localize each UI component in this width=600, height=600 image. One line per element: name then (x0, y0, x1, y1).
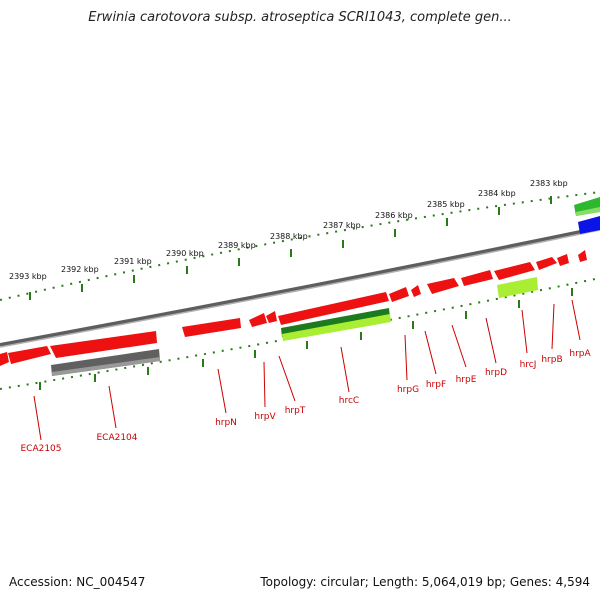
accession-label: Accession: NC_004547 (9, 575, 146, 589)
feature-blue (578, 216, 600, 234)
gene-arrow (278, 292, 389, 325)
scale-tick-label: 2391 kbp (114, 257, 152, 266)
gene-arrow (0, 352, 9, 366)
scale-tick-label: 2392 kbp (61, 265, 99, 274)
gene-leader-line (571, 299, 581, 341)
gene-leader-line (451, 324, 467, 368)
gene-leader-line (404, 334, 408, 381)
scale-tick-label: 2389 kbp (218, 241, 256, 250)
gene-label: hrpE (456, 375, 477, 385)
gene-arrow (578, 250, 587, 262)
genes-lower-row (0, 292, 389, 366)
feature-green-small (497, 277, 538, 298)
gene-arrow (266, 311, 277, 323)
gene-leader-line (108, 385, 117, 429)
genes-upper-row (389, 250, 587, 302)
gene-arrow (494, 262, 535, 280)
topology-summary: Topology: circular; Length: 5,064,019 bp… (260, 575, 590, 589)
gene-arrow (411, 285, 421, 297)
gene-label: ECA2104 (96, 433, 137, 443)
gene-label: hrpG (397, 385, 419, 395)
gene-arrow (461, 270, 493, 286)
map-title: Erwinia carotovora subsp. atroseptica SC… (88, 10, 512, 25)
gene-arrow (50, 331, 157, 358)
gene-leader-line (217, 368, 227, 414)
scale-tick-label: 2386 kbp (375, 211, 413, 220)
genome-backbone-highlight (0, 229, 600, 348)
gene-arrow (557, 254, 569, 266)
gene-label: hrcJ (520, 360, 537, 370)
gene-labels: ECA2105 ECA2104 hrpN hrpV hrpT hrcC hrpG hrpF hr… (20, 299, 591, 454)
gene-label: hrpF (426, 380, 446, 390)
feature-green-hrc (281, 308, 391, 341)
scale-ticks (29, 196, 552, 300)
scale-tick-label: 2388 kbp (270, 232, 308, 241)
gene-arrow (536, 257, 557, 270)
gene-leader-line (278, 355, 296, 402)
gene-leader-line (521, 309, 528, 354)
outer-scale-track (0, 191, 600, 301)
scale-tick-label: 2393 kbp (9, 272, 47, 281)
inner-ticks (39, 288, 573, 390)
scale-tick-label: 2387 kbp (323, 221, 361, 230)
gene-arrow (182, 318, 241, 337)
gene-leader-line (33, 395, 42, 441)
gene-leader-line (485, 317, 497, 364)
scale-tick-label: 2383 kbp (530, 179, 568, 188)
gene-arrow (249, 313, 267, 327)
gene-leader-line (551, 303, 555, 350)
gene-arrow (8, 346, 51, 364)
genome-backbone (0, 226, 600, 347)
gene-arrow (389, 287, 409, 302)
gene-leader-line (424, 330, 437, 375)
feature-green-top (574, 197, 600, 216)
gene-label: ECA2105 (20, 444, 61, 454)
gene-label: hrpN (215, 418, 237, 428)
scale-tick-label: 2390 kbp (166, 249, 204, 258)
scale-tick-label: 2385 kbp (427, 200, 465, 209)
feature-gray (51, 349, 160, 376)
gene-leader-line (340, 346, 350, 393)
gene-label: hrpT (285, 406, 306, 416)
gene-leader-line (263, 361, 266, 408)
gene-label: hrpB (541, 355, 562, 365)
gene-label: hrpA (569, 349, 591, 359)
scale-tick-label: 2384 kbp (478, 189, 516, 198)
scale-labels: 2393 kbp 2392 kbp 2391 kbp 2390 kbp 2389 kbp… (9, 179, 568, 281)
gene-label: hrpV (254, 412, 276, 422)
gene-label: hrcC (339, 396, 359, 406)
gene-arrow (427, 278, 459, 294)
gene-label: hrpD (485, 368, 507, 378)
